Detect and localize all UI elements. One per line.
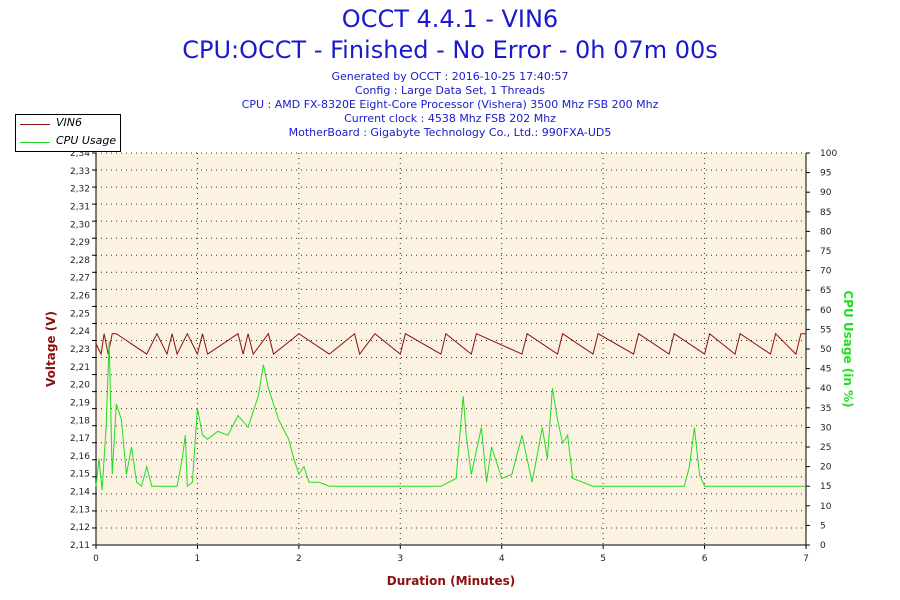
legend-item-cpu-usage: CPU Usage (16, 134, 120, 150)
y2-tick-label: 15 (820, 482, 831, 492)
y-tick-label: 2,27 (70, 274, 90, 284)
x-tick-label: 0 (93, 554, 99, 564)
chart-title: OCCT 4.4.1 - VIN6 (341, 5, 559, 33)
chart-subtitle: CPU:OCCT - Finished - No Error - 0h 07m … (182, 36, 718, 64)
series-line-vin6 (95, 332, 806, 356)
y2-tick-label: 40 (820, 384, 832, 394)
y2-tick-label: 35 (820, 404, 831, 414)
y-tick-label: 2,25 (70, 309, 90, 319)
plot-area (96, 153, 806, 545)
y-tick-label: 2,24 (70, 327, 90, 337)
x-tick-label: 6 (702, 554, 708, 564)
y2-tick-label: 25 (820, 443, 831, 453)
x-tick-label: 3 (397, 554, 403, 564)
y-tick-label: 2,28 (70, 256, 90, 266)
y-tick-label: 2,19 (70, 398, 90, 408)
info-motherboard: MotherBoard : Gigabyte Technology Co., L… (288, 126, 612, 139)
y-axis-title: Voltage (V) (44, 311, 58, 387)
y-tick-label: 2,11 (70, 541, 90, 551)
y-tick-label: 2,20 (70, 381, 90, 391)
y2-tick-label: 5 (820, 521, 826, 531)
y2-tick-label: 80 (820, 227, 832, 237)
y-tick-label: 2,29 (70, 238, 90, 248)
info-generated: Generated by OCCT : 2016-10-25 17:40:57 (331, 70, 569, 83)
x-axis-title: Duration (Minutes) (387, 574, 515, 588)
y2-tick-label: 30 (820, 423, 832, 433)
x-tick-label: 1 (195, 554, 201, 564)
y2-tick-label: 0 (820, 541, 826, 551)
y-tick-label: 2,17 (70, 434, 90, 444)
chart-legend: VIN6 CPU Usage (15, 114, 121, 152)
y2-tick-label: 100 (820, 149, 837, 159)
x-tick-label: 4 (499, 554, 505, 564)
y2-tick-label: 10 (820, 502, 832, 512)
y-tick-label: 2,32 (70, 185, 90, 195)
series-line-cpu-usage (95, 341, 806, 491)
legend-item-vin6: VIN6 (16, 116, 120, 132)
y-tick-label: 2,13 (70, 505, 90, 515)
y2-tick-label: 75 (820, 247, 831, 257)
legend-swatch-vin6 (20, 124, 50, 125)
y-tick-label: 2,23 (70, 345, 90, 355)
info-cpu: CPU : AMD FX-8320E Eight-Core Processor … (241, 98, 659, 111)
x-tick-label: 2 (296, 554, 302, 564)
y-tick-label: 2,34 (70, 149, 90, 159)
y-tick-label: 2,15 (70, 470, 90, 480)
y2-tick-label: 95 (820, 169, 831, 179)
x-tick-label: 5 (600, 554, 606, 564)
info-config: Config : Large Data Set, 1 Threads (355, 84, 545, 97)
legend-label-cpu-usage: CPU Usage (56, 134, 117, 147)
y-tick-label: 2,16 (70, 452, 90, 462)
info-current-clock: Current clock : 4538 Mhz FSB 202 Mhz (344, 112, 556, 125)
y2-tick-label: 45 (820, 365, 831, 375)
y-tick-label: 2,33 (70, 167, 90, 177)
y-tick-label: 2,31 (70, 202, 90, 212)
x-tick-label: 7 (803, 554, 809, 564)
y-tick-label: 2,30 (70, 220, 90, 230)
y2-tick-label: 60 (820, 306, 832, 316)
y2-tick-label: 65 (820, 286, 831, 296)
y2-axis-title: CPU Usage (in %) (841, 290, 855, 407)
y-tick-label: 2,12 (70, 523, 90, 533)
y2-tick-label: 90 (820, 188, 832, 198)
y-tick-label: 2,26 (70, 292, 90, 302)
legend-swatch-cpu-usage (20, 142, 50, 143)
y-tick-label: 2,14 (70, 488, 90, 498)
y-tick-label: 2,21 (70, 363, 90, 373)
y2-tick-label: 20 (820, 463, 832, 473)
y2-tick-label: 55 (820, 325, 831, 335)
legend-label-vin6: VIN6 (56, 116, 82, 129)
y2-tick-label: 85 (820, 208, 831, 218)
y2-tick-label: 70 (820, 267, 832, 277)
y-tick-label: 2,18 (70, 416, 90, 426)
y2-tick-label: 50 (820, 345, 832, 355)
